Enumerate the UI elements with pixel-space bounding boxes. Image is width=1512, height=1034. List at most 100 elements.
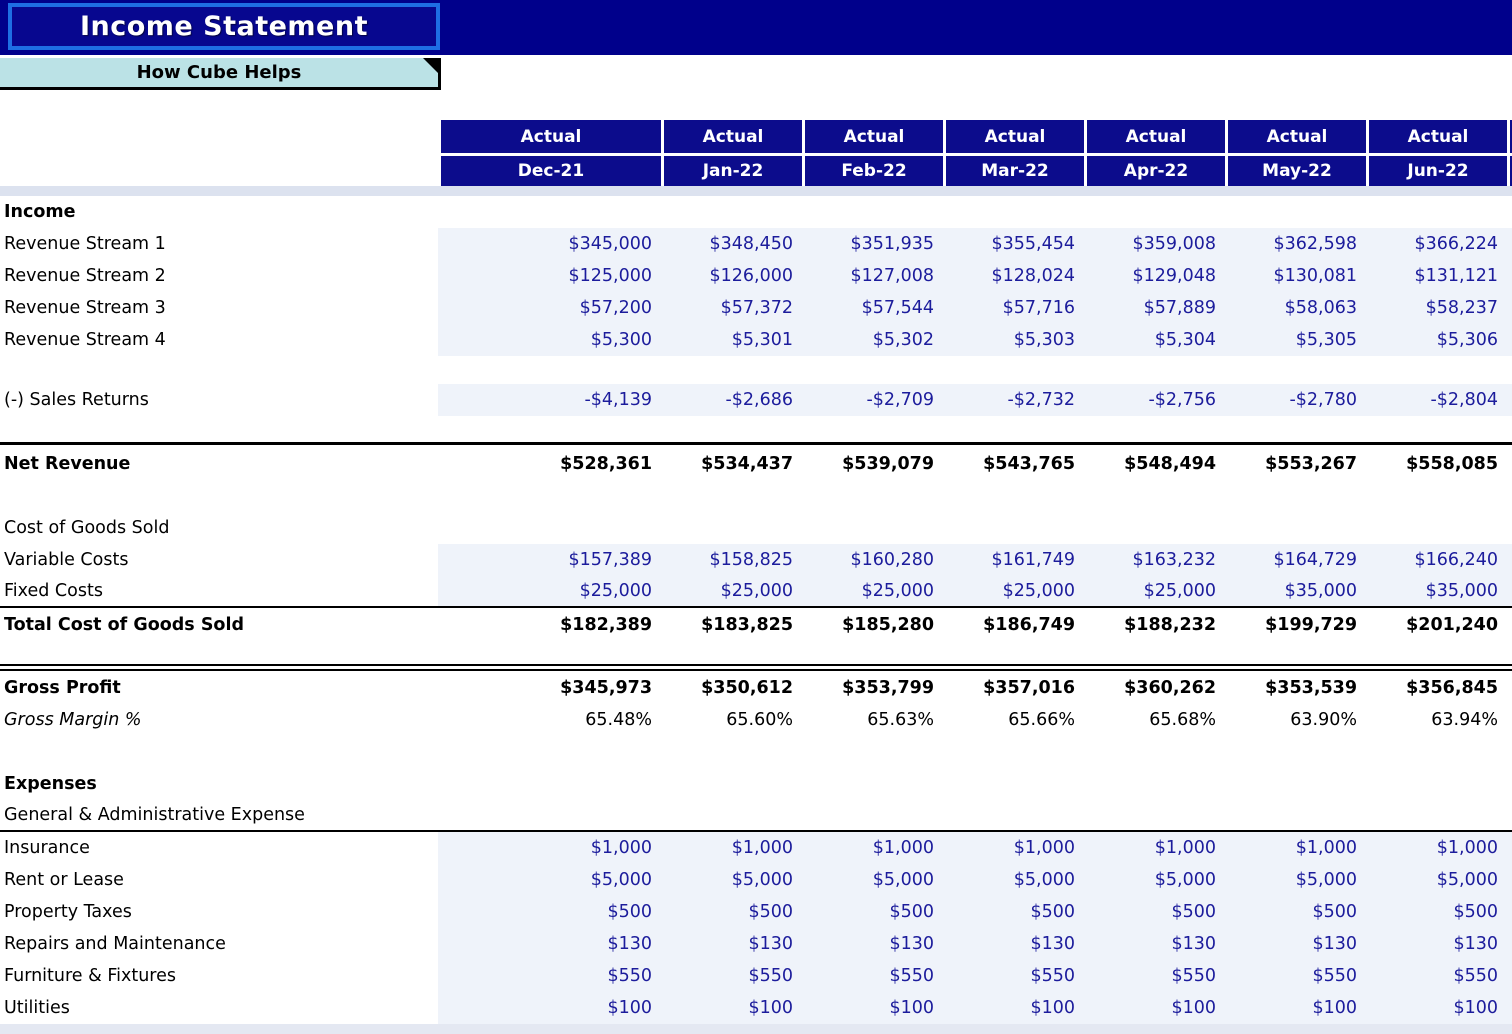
cell-value[interactable]: $1,000: [731, 838, 793, 858]
header-month-6[interactable]: Jun-22: [1366, 156, 1507, 186]
cell-value[interactable]: $351,935: [850, 234, 934, 254]
row-label[interactable]: Gross Profit: [4, 677, 121, 698]
cell-value[interactable]: $57,544: [861, 298, 934, 318]
header-month-0[interactable]: Dec-21: [438, 156, 661, 186]
row-label[interactable]: Repairs and Maintenance: [4, 934, 226, 954]
cell-value[interactable]: -$2,780: [1289, 390, 1357, 410]
cell-value[interactable]: 65.68%: [1149, 710, 1216, 730]
cell-value[interactable]: $100: [748, 998, 793, 1018]
cell-value[interactable]: $359,008: [1132, 234, 1216, 254]
header-scenario-1[interactable]: Actual: [661, 120, 802, 153]
cell-value[interactable]: $25,000: [1143, 581, 1216, 601]
cell-value[interactable]: $157,389: [568, 550, 652, 570]
cell-value[interactable]: $5,000: [872, 870, 934, 890]
cell-value[interactable]: $130: [1030, 934, 1075, 954]
cell-value[interactable]: $166,240: [1414, 550, 1498, 570]
header-scenario-2[interactable]: Actual: [802, 120, 943, 153]
cell-value[interactable]: $160,280: [850, 550, 934, 570]
cell-value[interactable]: $543,765: [983, 453, 1075, 474]
cell-value[interactable]: $500: [607, 902, 652, 922]
cell-value[interactable]: $100: [1171, 998, 1216, 1018]
cell-value[interactable]: $58,237: [1425, 298, 1498, 318]
header-scenario-0[interactable]: Actual: [438, 120, 661, 153]
cell-value[interactable]: $129,048: [1132, 266, 1216, 286]
header-scenario-4[interactable]: Actual: [1084, 120, 1225, 153]
cell-value[interactable]: $57,716: [1002, 298, 1075, 318]
cell-value[interactable]: 65.48%: [585, 710, 652, 730]
cell-value[interactable]: $534,437: [701, 453, 793, 474]
cell-value[interactable]: $353,799: [842, 677, 934, 698]
cell-value[interactable]: $57,200: [579, 298, 652, 318]
cell-value[interactable]: $125,000: [568, 266, 652, 286]
cell-value[interactable]: $100: [1312, 998, 1357, 1018]
cell-value[interactable]: $25,000: [579, 581, 652, 601]
cell-value[interactable]: $345,973: [560, 677, 652, 698]
cell-value[interactable]: $5,304: [1154, 330, 1216, 350]
cell-value[interactable]: $35,000: [1425, 581, 1498, 601]
cell-value[interactable]: $550: [1171, 966, 1216, 986]
cell-value[interactable]: $348,450: [709, 234, 793, 254]
cell-value[interactable]: $500: [1453, 902, 1498, 922]
cell-value[interactable]: $5,301: [731, 330, 793, 350]
cell-value[interactable]: $100: [607, 998, 652, 1018]
header-scenario-5[interactable]: Actual: [1225, 120, 1366, 153]
cell-value[interactable]: $550: [1312, 966, 1357, 986]
cell-value[interactable]: $366,224: [1414, 234, 1498, 254]
cell-value[interactable]: $1,000: [1154, 838, 1216, 858]
header-month-2[interactable]: Feb-22: [802, 156, 943, 186]
cell-value[interactable]: $356,845: [1406, 677, 1498, 698]
cell-value[interactable]: $357,016: [983, 677, 1075, 698]
cell-value[interactable]: $25,000: [1002, 581, 1075, 601]
header-month-3[interactable]: Mar-22: [943, 156, 1084, 186]
row-label[interactable]: Gross Margin %: [4, 710, 142, 730]
cell-value[interactable]: $353,539: [1265, 677, 1357, 698]
row-label[interactable]: Total Cost of Goods Sold: [4, 615, 244, 635]
cell-value[interactable]: $550: [607, 966, 652, 986]
row-label[interactable]: Property Taxes: [4, 902, 132, 922]
row-label[interactable]: Rent or Lease: [4, 870, 124, 890]
cell-value[interactable]: $130: [1171, 934, 1216, 954]
cell-value[interactable]: $5,305: [1295, 330, 1357, 350]
row-label[interactable]: Insurance: [4, 838, 90, 858]
cell-value[interactable]: $130,081: [1273, 266, 1357, 286]
row-label[interactable]: Income: [4, 202, 76, 222]
cell-value[interactable]: 65.63%: [867, 710, 934, 730]
cell-value[interactable]: $500: [1030, 902, 1075, 922]
cell-value[interactable]: $164,729: [1273, 550, 1357, 570]
row-label[interactable]: Revenue Stream 1: [4, 234, 166, 254]
cell-value[interactable]: $553,267: [1265, 453, 1357, 474]
cell-value[interactable]: $5,000: [1295, 870, 1357, 890]
cell-value[interactable]: $100: [889, 998, 934, 1018]
cell-value[interactable]: $201,240: [1406, 615, 1498, 635]
cell-value[interactable]: $130: [607, 934, 652, 954]
cell-value[interactable]: $58,063: [1284, 298, 1357, 318]
cell-value[interactable]: $186,749: [983, 615, 1075, 635]
cell-value[interactable]: $25,000: [720, 581, 793, 601]
cell-value[interactable]: $550: [748, 966, 793, 986]
cell-value[interactable]: $350,612: [701, 677, 793, 698]
how-cube-helps-tab[interactable]: How Cube Helps: [0, 58, 441, 90]
cell-value[interactable]: $130: [889, 934, 934, 954]
cell-value[interactable]: $1,000: [1436, 838, 1498, 858]
cell-value[interactable]: $5,000: [1436, 870, 1498, 890]
cell-value[interactable]: $558,085: [1406, 453, 1498, 474]
header-month-1[interactable]: Jan-22: [661, 156, 802, 186]
cell-value[interactable]: $5,303: [1013, 330, 1075, 350]
cell-value[interactable]: $5,000: [1013, 870, 1075, 890]
cell-value[interactable]: $57,372: [720, 298, 793, 318]
cell-value[interactable]: -$2,709: [866, 390, 934, 410]
cell-value[interactable]: $183,825: [701, 615, 793, 635]
cell-value[interactable]: $550: [889, 966, 934, 986]
row-label[interactable]: Revenue Stream 4: [4, 330, 166, 350]
cell-value[interactable]: $1,000: [872, 838, 934, 858]
cell-value[interactable]: $182,389: [560, 615, 652, 635]
cell-value[interactable]: $199,729: [1265, 615, 1357, 635]
cell-value[interactable]: $126,000: [709, 266, 793, 286]
cell-value[interactable]: $500: [748, 902, 793, 922]
cell-value[interactable]: $128,024: [991, 266, 1075, 286]
cell-value[interactable]: $188,232: [1124, 615, 1216, 635]
row-label[interactable]: Revenue Stream 2: [4, 266, 166, 286]
cell-value[interactable]: $548,494: [1124, 453, 1216, 474]
row-label[interactable]: General & Administrative Expense: [4, 805, 305, 825]
header-scenario-6[interactable]: Actual: [1366, 120, 1507, 153]
